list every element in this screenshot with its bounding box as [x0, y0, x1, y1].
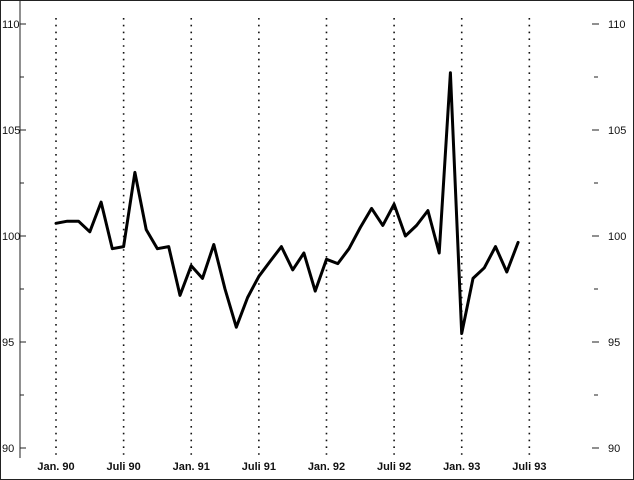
y-tick-label-right: 90	[608, 443, 620, 455]
x-tick-label: Juli 90	[106, 461, 140, 473]
y-tick-label-left: 90	[2, 443, 14, 455]
x-tick-label: Juli 92	[377, 461, 411, 473]
x-tick-label: Jan. 91	[173, 461, 210, 473]
y-tick-label-right: 100	[608, 231, 626, 243]
y-tick-label-right: 95	[608, 337, 620, 349]
y-tick-label-right: 105	[608, 125, 626, 137]
right-y-axis: 90 95 100 105 110	[592, 19, 626, 455]
y-tick-label-left: 110	[2, 19, 20, 31]
x-tick-label: Juli 93	[512, 461, 546, 473]
x-axis: Jan. 90 Juli 90 Jan. 91 Juli 91 Jan. 92 Juli …	[37, 461, 546, 473]
x-tick-label: Juli 91	[242, 461, 276, 473]
x-tick-label: Jan. 92	[308, 461, 345, 473]
y-tick-label-left: 100	[2, 231, 20, 243]
y-tick-label-right: 110	[608, 19, 626, 31]
series-line-0	[54, 71, 520, 335]
y-tick-label-left: 105	[2, 125, 20, 137]
left-y-axis: 90 95 100 105 110	[2, 19, 26, 455]
series-layer	[54, 71, 520, 335]
x-tick-label: Jan. 90	[37, 461, 74, 473]
y-tick-label-left: 95	[2, 337, 14, 349]
x-tick-label: Jan. 93	[443, 461, 480, 473]
